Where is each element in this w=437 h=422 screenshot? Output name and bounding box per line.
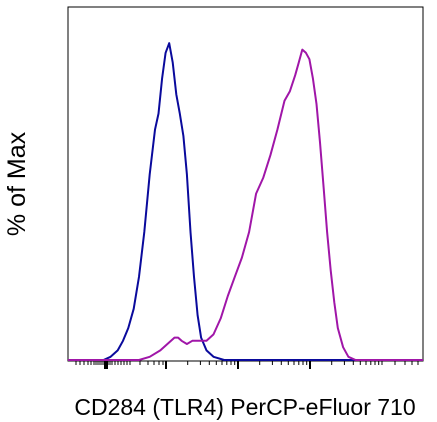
series-layer	[68, 42, 423, 361]
x-axis-label: CD284 (TLR4) PerCP-eFluor 710	[74, 394, 415, 420]
plot-frame	[67, 6, 424, 362]
histogram-series-1	[68, 42, 423, 361]
histogram-series-2	[68, 48, 423, 361]
y-axis-label: % of Max	[3, 131, 31, 236]
x-axis-ticks	[75, 361, 419, 369]
